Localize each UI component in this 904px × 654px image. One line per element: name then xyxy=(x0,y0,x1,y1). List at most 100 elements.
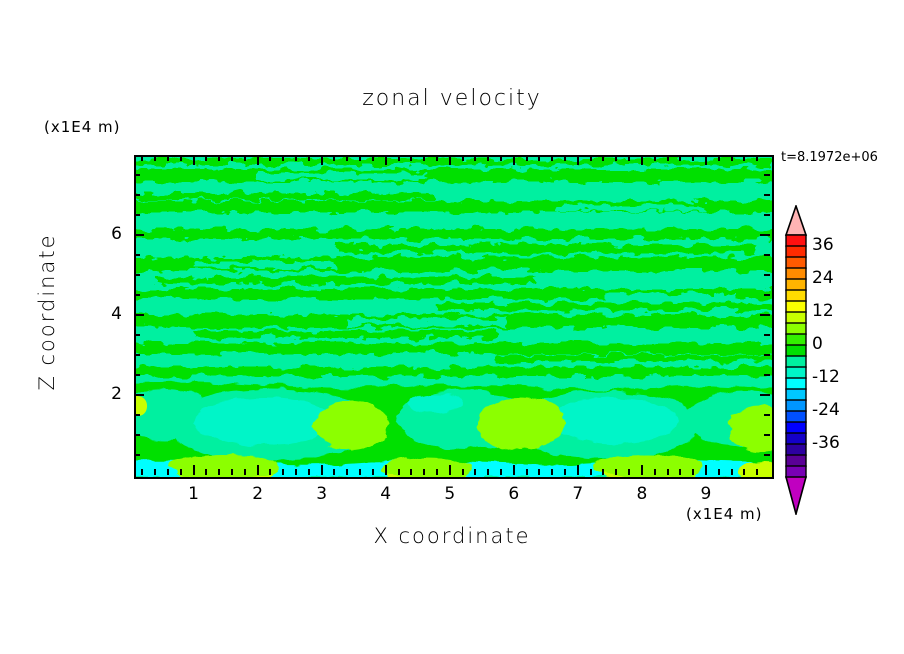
x-major-tick xyxy=(704,465,707,475)
x-major-tick-top xyxy=(512,155,515,165)
y-minor-tick-right xyxy=(764,414,770,416)
x-minor-tick xyxy=(487,469,490,475)
x-minor-tick-top xyxy=(359,155,362,161)
contour-plot-area xyxy=(134,155,774,479)
y-minor-tick xyxy=(134,354,140,356)
x-minor-tick-top xyxy=(282,155,285,161)
x-major-tick xyxy=(256,465,259,475)
colorbar-tick-label: 12 xyxy=(812,301,834,321)
y-minor-tick xyxy=(134,334,140,336)
y-minor-tick-right xyxy=(764,294,770,296)
x-minor-tick xyxy=(166,469,169,475)
colorbar-band xyxy=(785,355,807,369)
x-minor-tick xyxy=(692,469,695,475)
x-minor-tick xyxy=(756,469,759,475)
x-minor-tick xyxy=(218,469,221,475)
y-minor-tick xyxy=(134,294,140,296)
x-major-tick-top xyxy=(576,155,579,165)
x-minor-tick xyxy=(154,469,157,475)
x-tick-label: 2 xyxy=(252,484,264,504)
x-minor-tick xyxy=(730,469,733,475)
x-major-tick-top xyxy=(704,155,707,165)
x-minor-tick-top xyxy=(346,155,349,161)
x-minor-tick-top xyxy=(371,155,374,161)
x-major-tick xyxy=(320,465,323,475)
y-axis-title: Z coordinate xyxy=(35,233,59,391)
contour-field xyxy=(136,157,772,477)
y-major-tick xyxy=(134,314,144,316)
x-minor-tick-top xyxy=(269,155,272,161)
y-major-tick-right xyxy=(760,394,770,396)
x-minor-tick xyxy=(628,469,631,475)
colorbar-band xyxy=(785,322,807,336)
x-major-tick xyxy=(192,465,195,475)
upper-banding xyxy=(136,159,772,376)
x-minor-tick xyxy=(307,469,310,475)
colorbar-band xyxy=(785,421,807,435)
y-minor-tick xyxy=(134,454,140,456)
y-major-tick xyxy=(134,394,144,396)
x-minor-tick-top xyxy=(230,155,233,161)
y-minor-tick xyxy=(134,174,140,176)
x-tick-label: 4 xyxy=(380,484,392,504)
x-major-tick-top xyxy=(384,155,387,165)
x-minor-tick-top xyxy=(564,155,567,161)
y-tick-label: 2 xyxy=(111,384,122,404)
y-minor-tick-right xyxy=(764,254,770,256)
x-major-tick-top xyxy=(640,155,643,165)
x-minor-tick xyxy=(410,469,413,475)
colorbar-tick-label: 0 xyxy=(812,334,823,354)
colorbar-band xyxy=(785,333,807,347)
x-minor-tick-top xyxy=(717,155,720,161)
colorbar-over-arrow xyxy=(784,205,808,236)
colorbar-band xyxy=(785,388,807,402)
colorbar-band xyxy=(785,399,807,413)
colorbar-under-arrow xyxy=(784,476,808,515)
x-minor-tick-top xyxy=(602,155,605,161)
x-minor-tick xyxy=(205,469,208,475)
colorbar-band xyxy=(785,443,807,457)
y-minor-tick-right xyxy=(764,274,770,276)
x-major-tick-top xyxy=(448,155,451,165)
x-major-tick-top xyxy=(192,155,195,165)
y-minor-tick-right xyxy=(764,354,770,356)
colorbar-band xyxy=(785,465,807,479)
x-minor-tick-top xyxy=(423,155,426,161)
y-minor-tick-right xyxy=(764,434,770,436)
x-major-tick-top xyxy=(320,155,323,165)
x-minor-tick xyxy=(666,469,669,475)
x-minor-tick-top xyxy=(628,155,631,161)
colorbar-band xyxy=(785,278,807,292)
x-minor-tick-top xyxy=(551,155,554,161)
y-minor-tick-right xyxy=(764,194,770,196)
y-minor-tick xyxy=(134,414,140,416)
x-minor-tick-top xyxy=(307,155,310,161)
colorbar-band xyxy=(785,289,807,303)
x-tick-label: 6 xyxy=(508,484,520,504)
y-minor-tick xyxy=(134,274,140,276)
colorbar-band xyxy=(785,256,807,270)
x-minor-tick xyxy=(179,469,182,475)
y-minor-tick xyxy=(134,374,140,376)
x-minor-tick-top xyxy=(589,155,592,161)
y-minor-tick-right xyxy=(764,214,770,216)
x-minor-tick-top xyxy=(435,155,438,161)
x-minor-tick-top xyxy=(166,155,169,161)
x-major-tick xyxy=(512,465,515,475)
x-minor-tick xyxy=(295,469,298,475)
x-minor-tick xyxy=(743,469,746,475)
y-tick-label: 6 xyxy=(111,224,122,244)
x-minor-tick-top xyxy=(154,155,157,161)
x-minor-tick-top xyxy=(397,155,400,161)
y-major-tick-right xyxy=(760,314,770,316)
colorbar-band xyxy=(785,300,807,314)
x-minor-tick xyxy=(243,469,246,475)
x-minor-tick xyxy=(269,469,272,475)
colorbar[interactable] xyxy=(782,205,810,515)
lower-cells xyxy=(136,382,772,477)
x-minor-tick xyxy=(371,469,374,475)
x-minor-tick xyxy=(346,469,349,475)
x-tick-label: 5 xyxy=(444,484,456,504)
x-minor-tick-top xyxy=(743,155,746,161)
